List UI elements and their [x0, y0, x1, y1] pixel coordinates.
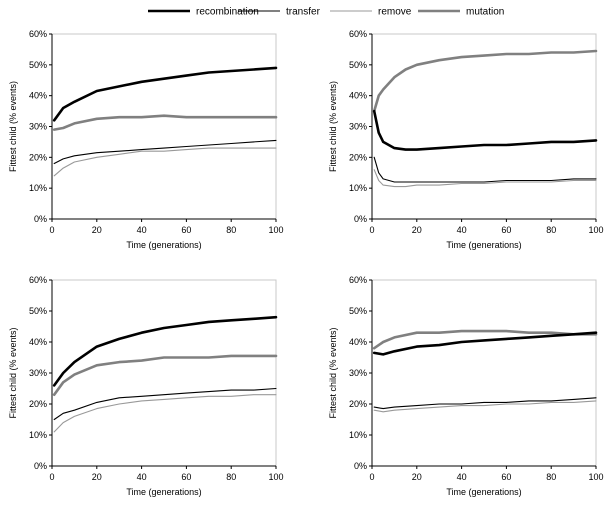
series-line-recombination — [52, 315, 278, 387]
y-tick-label: 40% — [29, 91, 47, 101]
x-tick-label: 80 — [546, 225, 556, 235]
plot-area-border — [51, 33, 277, 220]
series-line-remove — [53, 394, 277, 433]
x-tick-label: 60 — [181, 472, 191, 482]
series-line-recombination — [372, 331, 598, 356]
x-tick-label: 100 — [268, 225, 283, 235]
y-tick-label: 20% — [29, 399, 47, 409]
x-axis-label: Time (generations) — [446, 487, 521, 497]
series-line-remove — [53, 147, 277, 177]
x-tick-label: 100 — [588, 472, 603, 482]
y-tick-label: 60% — [29, 275, 47, 285]
x-tick-label: 20 — [412, 472, 422, 482]
plot-area-border — [371, 33, 597, 220]
series-line-mutation — [52, 114, 278, 131]
y-tick-label: 50% — [29, 306, 47, 316]
legend-label-remove: remove — [378, 7, 412, 18]
x-tick-label: 60 — [181, 225, 191, 235]
y-tick-label: 0% — [34, 461, 47, 471]
y-tick-label: 60% — [349, 29, 367, 39]
x-tick-label: 0 — [49, 225, 54, 235]
x-tick-label: 40 — [457, 225, 467, 235]
chart-panels: 0% 10% 20% 30% 40% 50% 60% 0 20 40 60 80 100 Time (ge… — [8, 29, 604, 497]
series-line-transfer — [373, 156, 597, 183]
y-tick-label: 50% — [349, 60, 367, 70]
x-tick-label: 40 — [137, 472, 147, 482]
x-tick-label: 100 — [588, 225, 603, 235]
x-tick-label: 80 — [226, 472, 236, 482]
chart-bottom-right: 0% 10% 20% 30% 40% 50% 60% 0 20 40 60 80 100 Time (ge… — [328, 275, 604, 497]
series-line-transfer — [53, 139, 277, 165]
x-tick-label: 80 — [546, 472, 556, 482]
y-tick-label: 20% — [29, 152, 47, 162]
legend-label-transfer: transfer — [286, 7, 321, 18]
y-tick-label: 0% — [354, 461, 367, 471]
x-tick-label: 80 — [226, 225, 236, 235]
series-line-mutation — [52, 354, 278, 397]
x-tick-label: 20 — [92, 225, 102, 235]
y-tick-label: 0% — [34, 214, 47, 224]
series-line-remove — [373, 400, 597, 413]
x-tick-label: 100 — [268, 472, 283, 482]
plot-area-border — [51, 279, 277, 467]
y-axis-label: Fittest child (% events) — [8, 81, 18, 172]
x-tick-label: 20 — [412, 225, 422, 235]
series-line-mutation — [372, 49, 598, 113]
y-tick-label: 40% — [29, 337, 47, 347]
y-tick-label: 30% — [29, 122, 47, 132]
chart-top-left: 0% 10% 20% 30% 40% 50% 60% 0 20 40 60 80 100 Time (ge… — [8, 29, 284, 250]
y-tick-label: 0% — [354, 214, 367, 224]
series-line-recombination — [372, 109, 598, 151]
chart-bottom-left: 0% 10% 20% 30% 40% 50% 60% 0 20 40 60 80 100 Time (ge… — [8, 275, 284, 497]
y-axis-label: Fittest child (% events) — [328, 81, 338, 172]
legend: recombination transfer remove mutation — [148, 7, 504, 18]
y-tick-label: 40% — [349, 91, 367, 101]
legend-label-mutation: mutation — [466, 7, 504, 18]
series-line-remove — [373, 169, 597, 188]
y-tick-label: 20% — [349, 399, 367, 409]
chart-top-right: 0% 10% 20% 30% 40% 50% 60% 0 20 40 60 80 100 Time (ge… — [328, 29, 604, 250]
x-axis-label: Time (generations) — [446, 240, 521, 250]
x-tick-label: 20 — [92, 472, 102, 482]
series-line-transfer — [373, 397, 597, 410]
y-tick-label: 30% — [349, 122, 367, 132]
y-tick-label: 30% — [349, 368, 367, 378]
series-line-recombination — [52, 66, 278, 122]
legend-label-recombination: recombination — [196, 7, 259, 18]
y-tick-label: 40% — [349, 337, 367, 347]
x-tick-label: 60 — [501, 472, 511, 482]
x-tick-label: 0 — [369, 225, 374, 235]
y-tick-label: 20% — [349, 152, 367, 162]
x-axis-label: Time (generations) — [126, 487, 201, 497]
y-tick-label: 60% — [349, 275, 367, 285]
plot-area-border — [371, 279, 597, 467]
x-tick-label: 0 — [369, 472, 374, 482]
y-tick-label: 60% — [29, 29, 47, 39]
y-tick-label: 10% — [29, 183, 47, 193]
y-tick-label: 10% — [349, 430, 367, 440]
x-axis-label: Time (generations) — [126, 240, 201, 250]
series-line-transfer — [53, 387, 277, 421]
y-tick-label: 50% — [349, 306, 367, 316]
y-tick-label: 10% — [29, 430, 47, 440]
x-tick-label: 40 — [137, 225, 147, 235]
y-axis-label: Fittest child (% events) — [328, 327, 338, 418]
y-axis-label: Fittest child (% events) — [8, 327, 18, 418]
y-tick-label: 50% — [29, 60, 47, 70]
x-tick-label: 0 — [49, 472, 54, 482]
series-line-mutation — [372, 329, 598, 350]
x-tick-label: 60 — [501, 225, 511, 235]
y-tick-label: 10% — [349, 183, 367, 193]
y-tick-label: 30% — [29, 368, 47, 378]
x-tick-label: 40 — [457, 472, 467, 482]
